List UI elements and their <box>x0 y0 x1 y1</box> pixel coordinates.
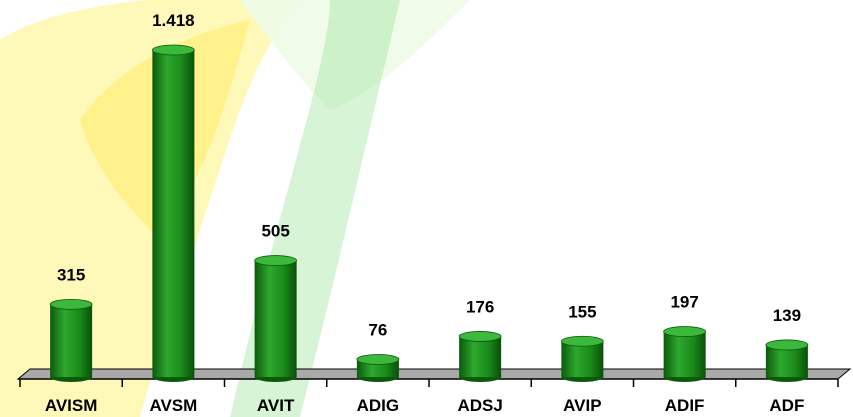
value-label: 155 <box>568 302 596 321</box>
x-tick-label: ADSJ <box>457 396 502 415</box>
value-label: 505 <box>261 222 289 241</box>
x-tick-label: AVIT <box>257 396 295 415</box>
bar <box>561 341 604 377</box>
cylinder <box>663 326 707 382</box>
cylinder <box>765 339 809 382</box>
cylinder-top <box>765 339 809 351</box>
value-label: 176 <box>466 297 494 316</box>
x-tick-label: AVSM <box>149 396 197 415</box>
bar <box>50 304 93 377</box>
cylinder-top <box>49 298 93 310</box>
cylinder-top <box>151 44 195 56</box>
cylinder <box>49 298 93 382</box>
cylinder <box>356 354 400 382</box>
value-label: 197 <box>670 293 698 312</box>
cylinder-top <box>254 255 298 266</box>
x-tick-label: ADIF <box>665 396 705 415</box>
cylinder <box>560 335 604 382</box>
bar <box>152 50 195 377</box>
x-tick-label: AVIP <box>563 396 601 415</box>
bar <box>459 336 502 377</box>
value-label: 315 <box>57 265 85 284</box>
x-tick-label: ADIG <box>357 396 400 415</box>
x-tick-label: ADF <box>769 396 804 415</box>
cylinder <box>458 331 502 382</box>
floor <box>16 368 852 380</box>
value-label: 1.418 <box>152 11 195 30</box>
x-tick-label: AVISM <box>45 396 98 415</box>
cylinder-top <box>663 326 707 337</box>
cylinder-top <box>458 331 502 342</box>
value-label: 76 <box>368 320 387 339</box>
cylinder-top <box>356 354 400 365</box>
value-label: 139 <box>773 306 801 325</box>
bar <box>254 260 297 377</box>
cylinder <box>254 255 298 382</box>
cylinder <box>151 44 195 382</box>
cylinder-top <box>560 335 604 347</box>
bar <box>663 331 706 377</box>
